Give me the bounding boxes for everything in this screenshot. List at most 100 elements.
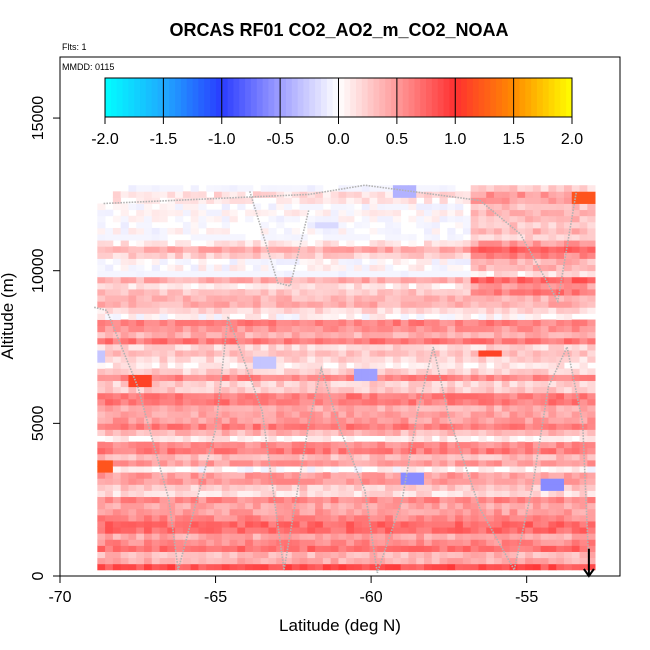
- heatmap-cell: [579, 252, 588, 259]
- heatmap-cell: [322, 270, 332, 278]
- heatmap-cell: [431, 533, 440, 540]
- heatmap-cell: [252, 508, 262, 516]
- heatmap-cell: [447, 203, 456, 211]
- heatmap-cell: [338, 539, 347, 546]
- heatmap-cell: [556, 392, 565, 400]
- heatmap-cell: [190, 185, 199, 192]
- heatmap-cell: [447, 453, 456, 461]
- heatmap-cell: [579, 209, 588, 217]
- heatmap-cell: [447, 325, 456, 333]
- heatmap-cell: [128, 252, 137, 259]
- heatmap-cell: [190, 557, 199, 565]
- heatmap-cell: [424, 343, 433, 351]
- heatmap-cell: [245, 398, 254, 406]
- heatmap-cell: [548, 490, 557, 498]
- flight-track: [94, 184, 590, 574]
- heatmap-cell: [167, 325, 176, 333]
- heatmap-cell: [206, 362, 215, 369]
- heatmap-cell: [252, 496, 262, 504]
- heatmap-cell: [322, 557, 332, 565]
- heatmap-cell: [175, 203, 184, 211]
- heatmap-cell: [400, 472, 409, 479]
- heatmap-cell: [424, 221, 433, 229]
- heatmap-cell: [447, 514, 456, 522]
- heatmap-cell: [447, 368, 456, 375]
- heatmap-cell: [447, 563, 456, 571]
- heatmap-cell: [571, 301, 580, 308]
- heatmap-cell: [455, 441, 464, 449]
- heatmap-cell: [517, 209, 526, 217]
- heatmap-cell: [431, 392, 440, 400]
- heatmap-cell: [478, 362, 487, 369]
- heatmap-cell: [260, 295, 269, 302]
- heatmap-cell: [268, 533, 277, 540]
- heatmap-cell: [361, 185, 370, 192]
- heatmap-cell: [136, 478, 145, 485]
- heatmap-cell: [462, 289, 472, 296]
- heatmap-cell: [571, 270, 580, 278]
- heatmap-cell: [214, 429, 223, 436]
- heatmap-cell: [501, 270, 510, 278]
- heatmap-cell: [151, 496, 160, 504]
- heatmap-cell: [198, 429, 207, 436]
- heatmap-cell: [214, 466, 223, 473]
- heatmap-cell: [214, 386, 223, 394]
- heatmap-cell: [221, 246, 230, 253]
- heatmap-cell: [299, 557, 308, 565]
- heatmap-cell: [470, 301, 479, 308]
- heatmap-cell: [299, 307, 308, 314]
- heatmap-cell: [237, 496, 246, 504]
- heatmap-cell: [486, 282, 495, 290]
- heatmap-cell: [206, 380, 215, 388]
- heatmap-cell: [105, 551, 114, 559]
- heatmap-cell: [136, 484, 145, 491]
- heatmap-cell: [532, 252, 542, 259]
- heatmap-cell: [315, 514, 324, 522]
- heatmap-cell: [284, 191, 293, 198]
- heatmap-cell: [291, 539, 300, 546]
- heatmap-cell: [151, 282, 160, 290]
- heatmap-cell: [532, 203, 542, 211]
- heatmap-cell: [548, 368, 557, 375]
- heatmap-cell: [291, 301, 300, 308]
- heatmap-cell: [525, 441, 534, 449]
- heatmap-cell: [276, 203, 285, 211]
- heatmap-cell: [548, 209, 557, 217]
- heatmap-cell: [120, 240, 129, 247]
- heatmap-cell: [346, 258, 355, 265]
- heatmap-cell: [564, 270, 573, 278]
- heatmap-cell: [439, 435, 448, 443]
- heatmap-cell: [392, 337, 402, 345]
- heatmap-cell: [540, 478, 549, 485]
- heatmap-cell: [338, 490, 347, 498]
- heatmap-cell: [276, 215, 285, 223]
- heatmap-cell: [284, 356, 293, 363]
- heatmap-cell: [190, 368, 199, 375]
- heatmap-cell: [494, 435, 503, 443]
- heatmap-cell: [540, 203, 549, 211]
- heatmap-cell: [556, 380, 565, 388]
- heatmap-cell: [532, 417, 542, 424]
- heatmap-cell: [532, 197, 542, 204]
- heatmap-cell: [377, 307, 386, 314]
- heatmap-cell: [112, 508, 122, 516]
- heatmap-cell: [439, 472, 448, 479]
- heatmap-cell: [587, 197, 596, 204]
- heatmap-cell: [291, 276, 300, 284]
- heatmap-cell: [501, 356, 510, 363]
- heatmap-cell: [112, 313, 122, 320]
- heatmap-cell: [97, 350, 106, 357]
- heatmap-cell: [144, 380, 153, 388]
- heatmap-cell: [330, 453, 339, 461]
- heatmap-cell: [214, 209, 223, 217]
- heatmap-cell: [579, 374, 588, 382]
- flight-track-dive: [249, 191, 310, 287]
- heatmap-cell: [509, 484, 518, 491]
- heatmap-cell: [478, 252, 487, 259]
- heatmap-cell: [175, 337, 184, 345]
- heatmap-cell: [315, 429, 324, 436]
- heatmap-cell: [346, 551, 355, 559]
- heatmap-cell: [509, 447, 518, 455]
- heatmap-cell: [571, 545, 580, 552]
- heatmap-cell: [237, 289, 246, 296]
